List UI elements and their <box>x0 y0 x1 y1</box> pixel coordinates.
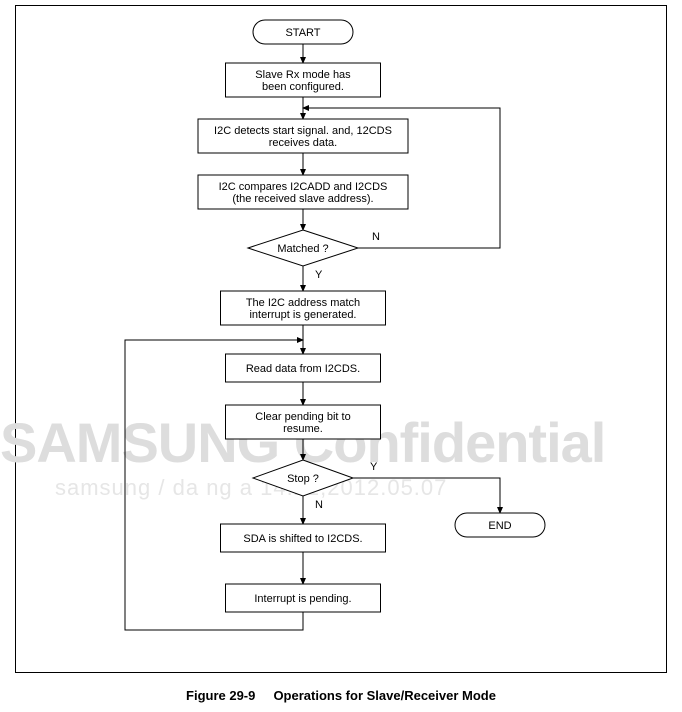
svg-text:resume.: resume. <box>283 423 323 435</box>
svg-text:interrupt is generated.: interrupt is generated. <box>249 309 356 321</box>
svg-text:SDA is shifted to I2CDS.: SDA is shifted to I2CDS. <box>243 533 362 545</box>
svg-text:Slave Rx mode has: Slave Rx mode has <box>255 69 351 81</box>
edge-label: N <box>315 499 323 511</box>
edge-label: Y <box>315 269 323 281</box>
svg-text:END: END <box>488 520 511 532</box>
edge-label: Y <box>370 461 378 473</box>
svg-text:I2C compares I2CADD and I2CDS: I2C compares I2CADD and I2CDS <box>219 181 388 193</box>
node-shift: SDA is shifted to I2CDS. <box>221 524 386 552</box>
node-cfg: Slave Rx mode hasbeen configured. <box>226 63 381 97</box>
node-intgen: The I2C address matchinterrupt is genera… <box>221 291 386 325</box>
svg-text:Interrupt is pending.: Interrupt is pending. <box>254 593 351 605</box>
node-clear: Clear pending bit toresume. <box>226 405 381 439</box>
svg-text:Clear pending bit to: Clear pending bit to <box>255 411 350 423</box>
node-end: END <box>455 513 545 537</box>
node-compare: I2C compares I2CADD and I2CDS(the receiv… <box>198 175 408 209</box>
svg-text:Read data from I2CDS.: Read data from I2CDS. <box>246 363 360 375</box>
node-detect: I2C detects start signal. and, 12CDSrece… <box>198 119 408 153</box>
svg-text:(the received slave address).: (the received slave address). <box>232 193 373 205</box>
svg-text:I2C detects start signal. and,: I2C detects start signal. and, 12CDS <box>214 125 392 137</box>
node-stop: Stop ? <box>253 460 353 496</box>
node-pend: Interrupt is pending. <box>226 584 381 612</box>
node-matched: Matched ? <box>248 230 358 266</box>
node-read: Read data from I2CDS. <box>226 354 381 382</box>
svg-text:receives data.: receives data. <box>269 137 337 149</box>
svg-text:Matched ?: Matched ? <box>277 243 328 255</box>
svg-text:been configured.: been configured. <box>262 81 344 93</box>
svg-text:Stop ?: Stop ? <box>287 473 319 485</box>
node-start: START <box>253 20 353 44</box>
caption-label: Figure 29-9 <box>186 688 255 703</box>
svg-text:The I2C address match: The I2C address match <box>246 297 360 309</box>
caption-title: Operations for Slave/Receiver Mode <box>273 688 496 703</box>
flowchart-svg: START Slave Rx mode hasbeen configured. I2… <box>0 0 682 680</box>
edge-label: N <box>372 231 380 243</box>
svg-text:START: START <box>285 27 320 39</box>
figure-caption: Figure 29-9 Operations for Slave/Receive… <box>0 688 682 703</box>
